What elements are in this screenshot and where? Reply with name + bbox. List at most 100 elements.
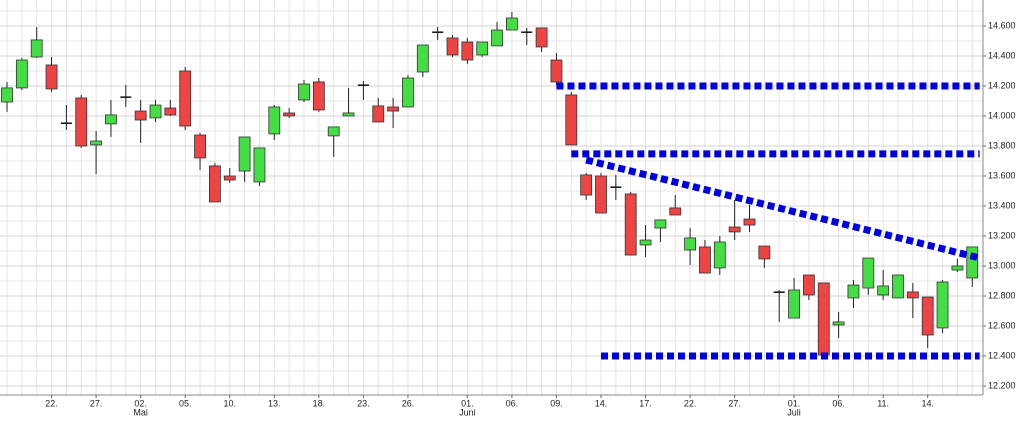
x-tick-label: 13.	[268, 398, 281, 408]
y-tick-label: 14.200	[988, 80, 1016, 90]
candle-body	[550, 59, 563, 83]
candle-body	[45, 64, 58, 90]
candle-body	[565, 94, 578, 146]
candle-body	[743, 218, 756, 226]
candle-body	[120, 96, 132, 98]
candle-body	[832, 321, 845, 326]
candle-body	[268, 106, 281, 135]
y-tick-label: 12.200	[988, 380, 1016, 390]
candle-body	[639, 239, 652, 246]
candle-body	[327, 126, 340, 137]
candle-body	[446, 37, 459, 56]
x-tick-label: 18.	[313, 398, 326, 408]
y-tick-label: 12.600	[988, 320, 1016, 330]
candle-body	[372, 105, 385, 123]
candle-body	[966, 246, 979, 279]
candle-body	[877, 285, 890, 296]
candle-body	[728, 226, 741, 233]
candle-body	[357, 84, 369, 86]
x-tick-label: 27.	[90, 398, 103, 408]
x-tick-label: 10.	[223, 398, 236, 408]
candle-body	[253, 147, 266, 183]
candle-body	[892, 274, 904, 299]
candle-body	[476, 41, 489, 56]
candle-body	[773, 291, 785, 293]
candle-body	[432, 31, 444, 33]
candle-body	[342, 112, 355, 117]
candle-body	[669, 207, 682, 216]
y-tick-label: 13.800	[988, 140, 1016, 150]
candle-body	[521, 31, 533, 33]
candle-body	[580, 174, 593, 196]
candle-body	[30, 39, 43, 58]
y-tick-label: 13.200	[988, 230, 1016, 240]
x-tick-label: 14.	[595, 398, 608, 408]
x-tick-label: 26.	[402, 398, 415, 408]
candle-body	[461, 41, 474, 61]
x-tick-label: 14.	[921, 398, 934, 408]
x-tick-label: 05.	[179, 398, 192, 408]
y-tick-label: 13.400	[988, 200, 1016, 210]
candle-body	[505, 17, 518, 31]
y-tick-label: 13.000	[988, 260, 1016, 270]
candle-body	[713, 241, 726, 269]
candle-body	[298, 83, 310, 101]
candle-body	[194, 134, 206, 159]
candle-body	[862, 257, 875, 289]
candle-body	[921, 296, 934, 336]
candle-body	[164, 107, 177, 116]
candle-body	[75, 97, 88, 147]
candle-body	[387, 106, 400, 112]
y-tick-label: 12.400	[988, 350, 1016, 360]
candle-body	[491, 29, 503, 47]
candle-body	[610, 186, 622, 188]
x-tick-label: 06.	[832, 398, 845, 408]
x-tick-label: 01.	[461, 398, 474, 408]
candle-body	[149, 104, 162, 119]
month-label: Mai	[133, 407, 148, 417]
candle-body	[951, 265, 964, 271]
candle-body	[1, 87, 13, 103]
x-tick-label: 27.	[728, 398, 741, 408]
candle-body	[134, 110, 147, 121]
y-tick-label: 12.800	[988, 290, 1016, 300]
candle-body	[238, 136, 251, 172]
candle-body	[654, 219, 667, 229]
candle-body	[847, 284, 860, 299]
x-tick-label: 17.	[639, 398, 652, 408]
candle-body	[788, 289, 800, 319]
candle-body	[595, 175, 607, 214]
y-tick-label: 14.400	[988, 50, 1016, 60]
candle-body	[535, 27, 548, 48]
candle-body	[60, 122, 72, 125]
x-tick-label: 06.	[506, 398, 519, 408]
candle-body	[699, 246, 711, 274]
candle-body	[312, 81, 325, 111]
x-tick-label: 11.	[877, 398, 889, 408]
candle-body	[624, 193, 637, 256]
candle-body	[179, 70, 192, 127]
x-tick-label: 01.	[788, 398, 801, 408]
annotation-line	[585, 156, 981, 262]
candle-body	[105, 114, 117, 125]
candle-body	[817, 282, 830, 356]
y-tick-label: 14.000	[988, 110, 1016, 120]
x-tick-label: 02.	[134, 398, 147, 408]
candle-body	[15, 59, 28, 89]
candle-body	[936, 281, 949, 329]
candle-body	[684, 237, 696, 251]
x-tick-label: 23.	[357, 398, 370, 408]
y-tick-label: 13.600	[988, 170, 1016, 180]
x-tick-label: 22.	[684, 398, 697, 408]
candle-body	[758, 245, 771, 260]
candle-body	[803, 274, 815, 296]
candle-body	[208, 165, 221, 203]
month-label: Juli	[787, 407, 801, 417]
candle-body	[906, 291, 919, 299]
candle-body	[283, 112, 296, 117]
x-tick-label: 09.	[550, 398, 563, 408]
month-label: Juni	[459, 407, 476, 417]
candle-body	[416, 44, 429, 73]
